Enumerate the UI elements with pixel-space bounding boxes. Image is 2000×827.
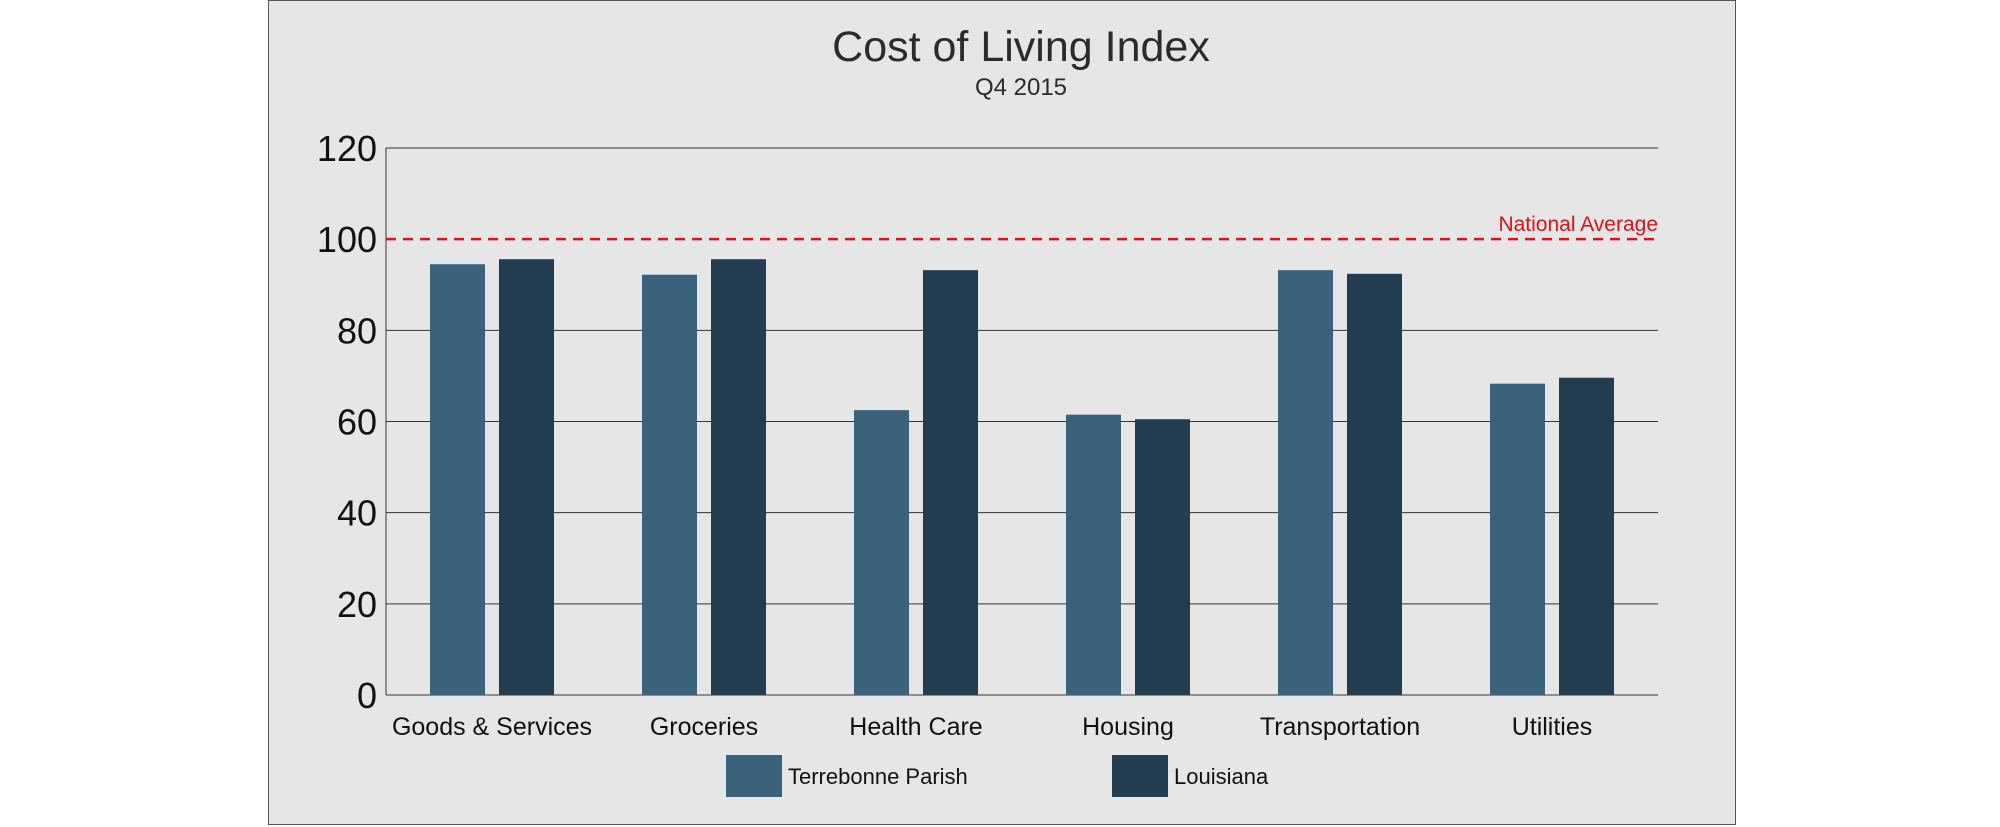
gridlines [385, 147, 1658, 696]
bar [499, 259, 554, 695]
y-tick-label: 0 [357, 675, 377, 716]
x-tick-label: Health Care [849, 713, 982, 741]
chart-panel: Cost of Living Index Q4 2015 0 20 40 60 80 10… [268, 0, 1736, 825]
x-tick-label: Housing [1082, 713, 1174, 741]
x-tick-label: Utilities [1512, 713, 1593, 741]
bar [1135, 419, 1190, 695]
bars [430, 259, 1614, 695]
y-tick-label: 100 [317, 219, 377, 260]
national-average-line: National Average [386, 213, 1658, 241]
x-tick-label: Groceries [650, 713, 758, 741]
bar [1066, 414, 1121, 695]
bar [923, 270, 978, 695]
x-tick-label: Goods & Services [392, 713, 592, 741]
bar [711, 259, 766, 695]
y-tick-label: 20 [337, 584, 377, 625]
national-average-label: National Average [1498, 213, 1658, 236]
bar [1559, 377, 1614, 695]
legend-swatch [1112, 755, 1168, 797]
legend: Terrebonne Parish Louisiana [726, 755, 1269, 797]
bar [1347, 273, 1402, 695]
legend-swatch [726, 755, 782, 797]
y-tick-label: 120 [317, 128, 377, 169]
bar [1490, 383, 1545, 695]
x-axis-ticks: Goods & Services Groceries Health Care Hous… [392, 713, 1592, 741]
bar [430, 264, 485, 695]
y-tick-label: 60 [337, 402, 377, 443]
y-axis-ticks: 0 20 40 60 80 100 120 [317, 128, 377, 716]
y-tick-label: 80 [337, 310, 377, 351]
bar [1278, 270, 1333, 695]
bar [642, 274, 697, 695]
chart-subtitle: Q4 2015 [975, 74, 1067, 101]
y-tick-label: 40 [337, 493, 377, 534]
legend-label: Terrebonne Parish [788, 764, 968, 789]
bar [854, 410, 909, 695]
legend-label: Louisiana [1174, 764, 1269, 789]
x-tick-label: Transportation [1260, 713, 1420, 741]
chart-title: Cost of Living Index [832, 23, 1210, 71]
bar-chart: Cost of Living Index Q4 2015 0 20 40 60 80 10… [317, 23, 1658, 797]
